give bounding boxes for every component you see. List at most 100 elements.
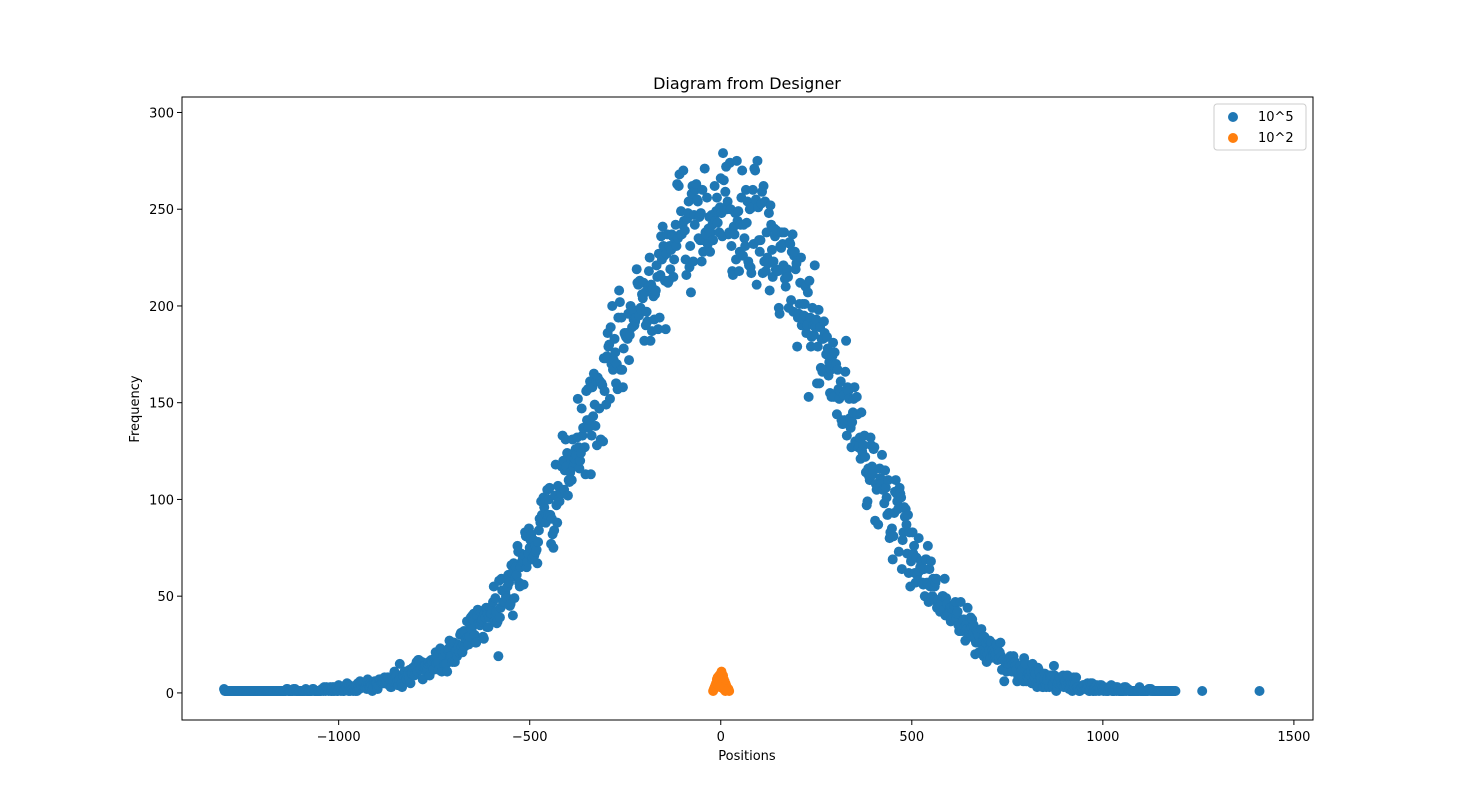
scatter-point <box>699 163 710 174</box>
scatter-point <box>618 343 629 354</box>
scatter-point <box>761 227 772 238</box>
x-tick-label: 1500 <box>1277 730 1310 745</box>
scatter-point <box>886 523 897 534</box>
scatter-point <box>760 266 771 277</box>
scatter-point <box>764 285 775 296</box>
scatter-point <box>604 393 615 404</box>
scatter-point <box>913 533 924 544</box>
scatter-point <box>880 465 891 476</box>
scatter-point <box>881 492 892 503</box>
scatter-point <box>867 461 878 472</box>
scatter-point <box>783 271 794 282</box>
scatter-point <box>614 297 625 308</box>
scatter-point <box>669 254 680 265</box>
scatter-point <box>813 304 824 315</box>
y-tick-label: 300 <box>149 106 174 121</box>
scatter-point <box>394 658 405 669</box>
scatter-point <box>750 165 761 176</box>
scatter-point <box>645 335 656 346</box>
scatter-point <box>598 436 609 447</box>
scatter-point <box>548 542 559 553</box>
scatter-point <box>888 531 899 542</box>
chart-title: Diagram from Designer <box>653 74 841 93</box>
scatter-point <box>442 666 453 677</box>
scatter-point <box>683 196 694 207</box>
scatter-point <box>952 606 963 617</box>
scatter-point <box>869 442 880 453</box>
scatter-point <box>782 264 793 275</box>
scatter-point <box>590 420 601 431</box>
scatter-point <box>610 347 621 358</box>
y-axis: 0 50 100 150 200 250 300 <box>149 106 182 702</box>
scatter-point <box>624 329 635 340</box>
y-tick-label: 100 <box>149 493 174 508</box>
scatter-point <box>644 252 655 263</box>
scatter-point <box>1254 685 1265 696</box>
scatter-point <box>696 256 707 267</box>
scatter-point <box>1020 658 1031 669</box>
scatter-point <box>1197 685 1208 696</box>
scatter-point <box>780 281 791 292</box>
x-axis-title: Positions <box>718 749 776 764</box>
scatter-point <box>754 246 765 257</box>
scatter-point <box>579 442 590 453</box>
scatter-point <box>577 430 588 441</box>
scatter-point <box>718 148 729 159</box>
scatter-point <box>804 275 815 286</box>
scatter-point <box>976 624 987 635</box>
scatter-point <box>588 411 599 422</box>
scatter-point <box>818 316 829 327</box>
scatter-point <box>478 633 489 644</box>
scatter-point <box>795 252 806 263</box>
scatter-point <box>931 573 942 584</box>
scatter-point <box>617 382 628 393</box>
scatter-point <box>896 492 907 503</box>
scatter-point <box>507 610 518 621</box>
scatter-point <box>808 329 819 340</box>
scatter-point <box>962 602 973 613</box>
scatter-point <box>549 525 560 536</box>
scatter-point <box>1048 660 1059 671</box>
scatter-point <box>741 217 752 228</box>
scatter-point <box>999 676 1010 687</box>
scatter-point <box>799 299 810 310</box>
scatter-point <box>722 196 733 207</box>
scatter-point <box>720 685 731 696</box>
scatter-point <box>867 469 878 480</box>
x-tick-label: −500 <box>512 730 548 745</box>
scatter-point <box>509 593 520 604</box>
scatter-point <box>849 382 860 393</box>
x-tick-label: 1000 <box>1086 730 1119 745</box>
scatter-point <box>809 260 820 271</box>
scatter-point <box>708 235 719 246</box>
scatter-point <box>752 155 763 166</box>
scatter-point <box>469 629 480 640</box>
scatter-point <box>811 314 822 325</box>
scatter-point <box>883 475 894 486</box>
scatter-point <box>740 240 751 251</box>
scatter-point <box>856 407 867 418</box>
scatter-point <box>876 449 887 460</box>
scatter-point <box>685 287 696 298</box>
scatter-point <box>493 651 504 662</box>
scatter-point <box>701 192 712 203</box>
scatter-point <box>494 612 505 623</box>
scatter-point <box>643 266 654 277</box>
scatter-point <box>712 217 723 228</box>
y-tick-label: 150 <box>149 397 174 412</box>
scatter-point <box>609 333 620 344</box>
y-tick-label: 200 <box>149 300 174 315</box>
scatter-point <box>828 337 839 348</box>
scatter-point <box>880 482 891 493</box>
scatter-point <box>614 285 625 296</box>
scatter-point <box>605 322 616 333</box>
scatter-point <box>607 300 618 311</box>
scatter-point <box>785 239 796 250</box>
scatter-point <box>532 558 543 569</box>
scatter-point <box>566 475 577 486</box>
scatter-point <box>787 229 798 240</box>
scatter-point <box>678 165 689 176</box>
scatter-point <box>560 434 571 445</box>
scatter-point <box>681 270 692 280</box>
scatter-point <box>939 573 950 584</box>
